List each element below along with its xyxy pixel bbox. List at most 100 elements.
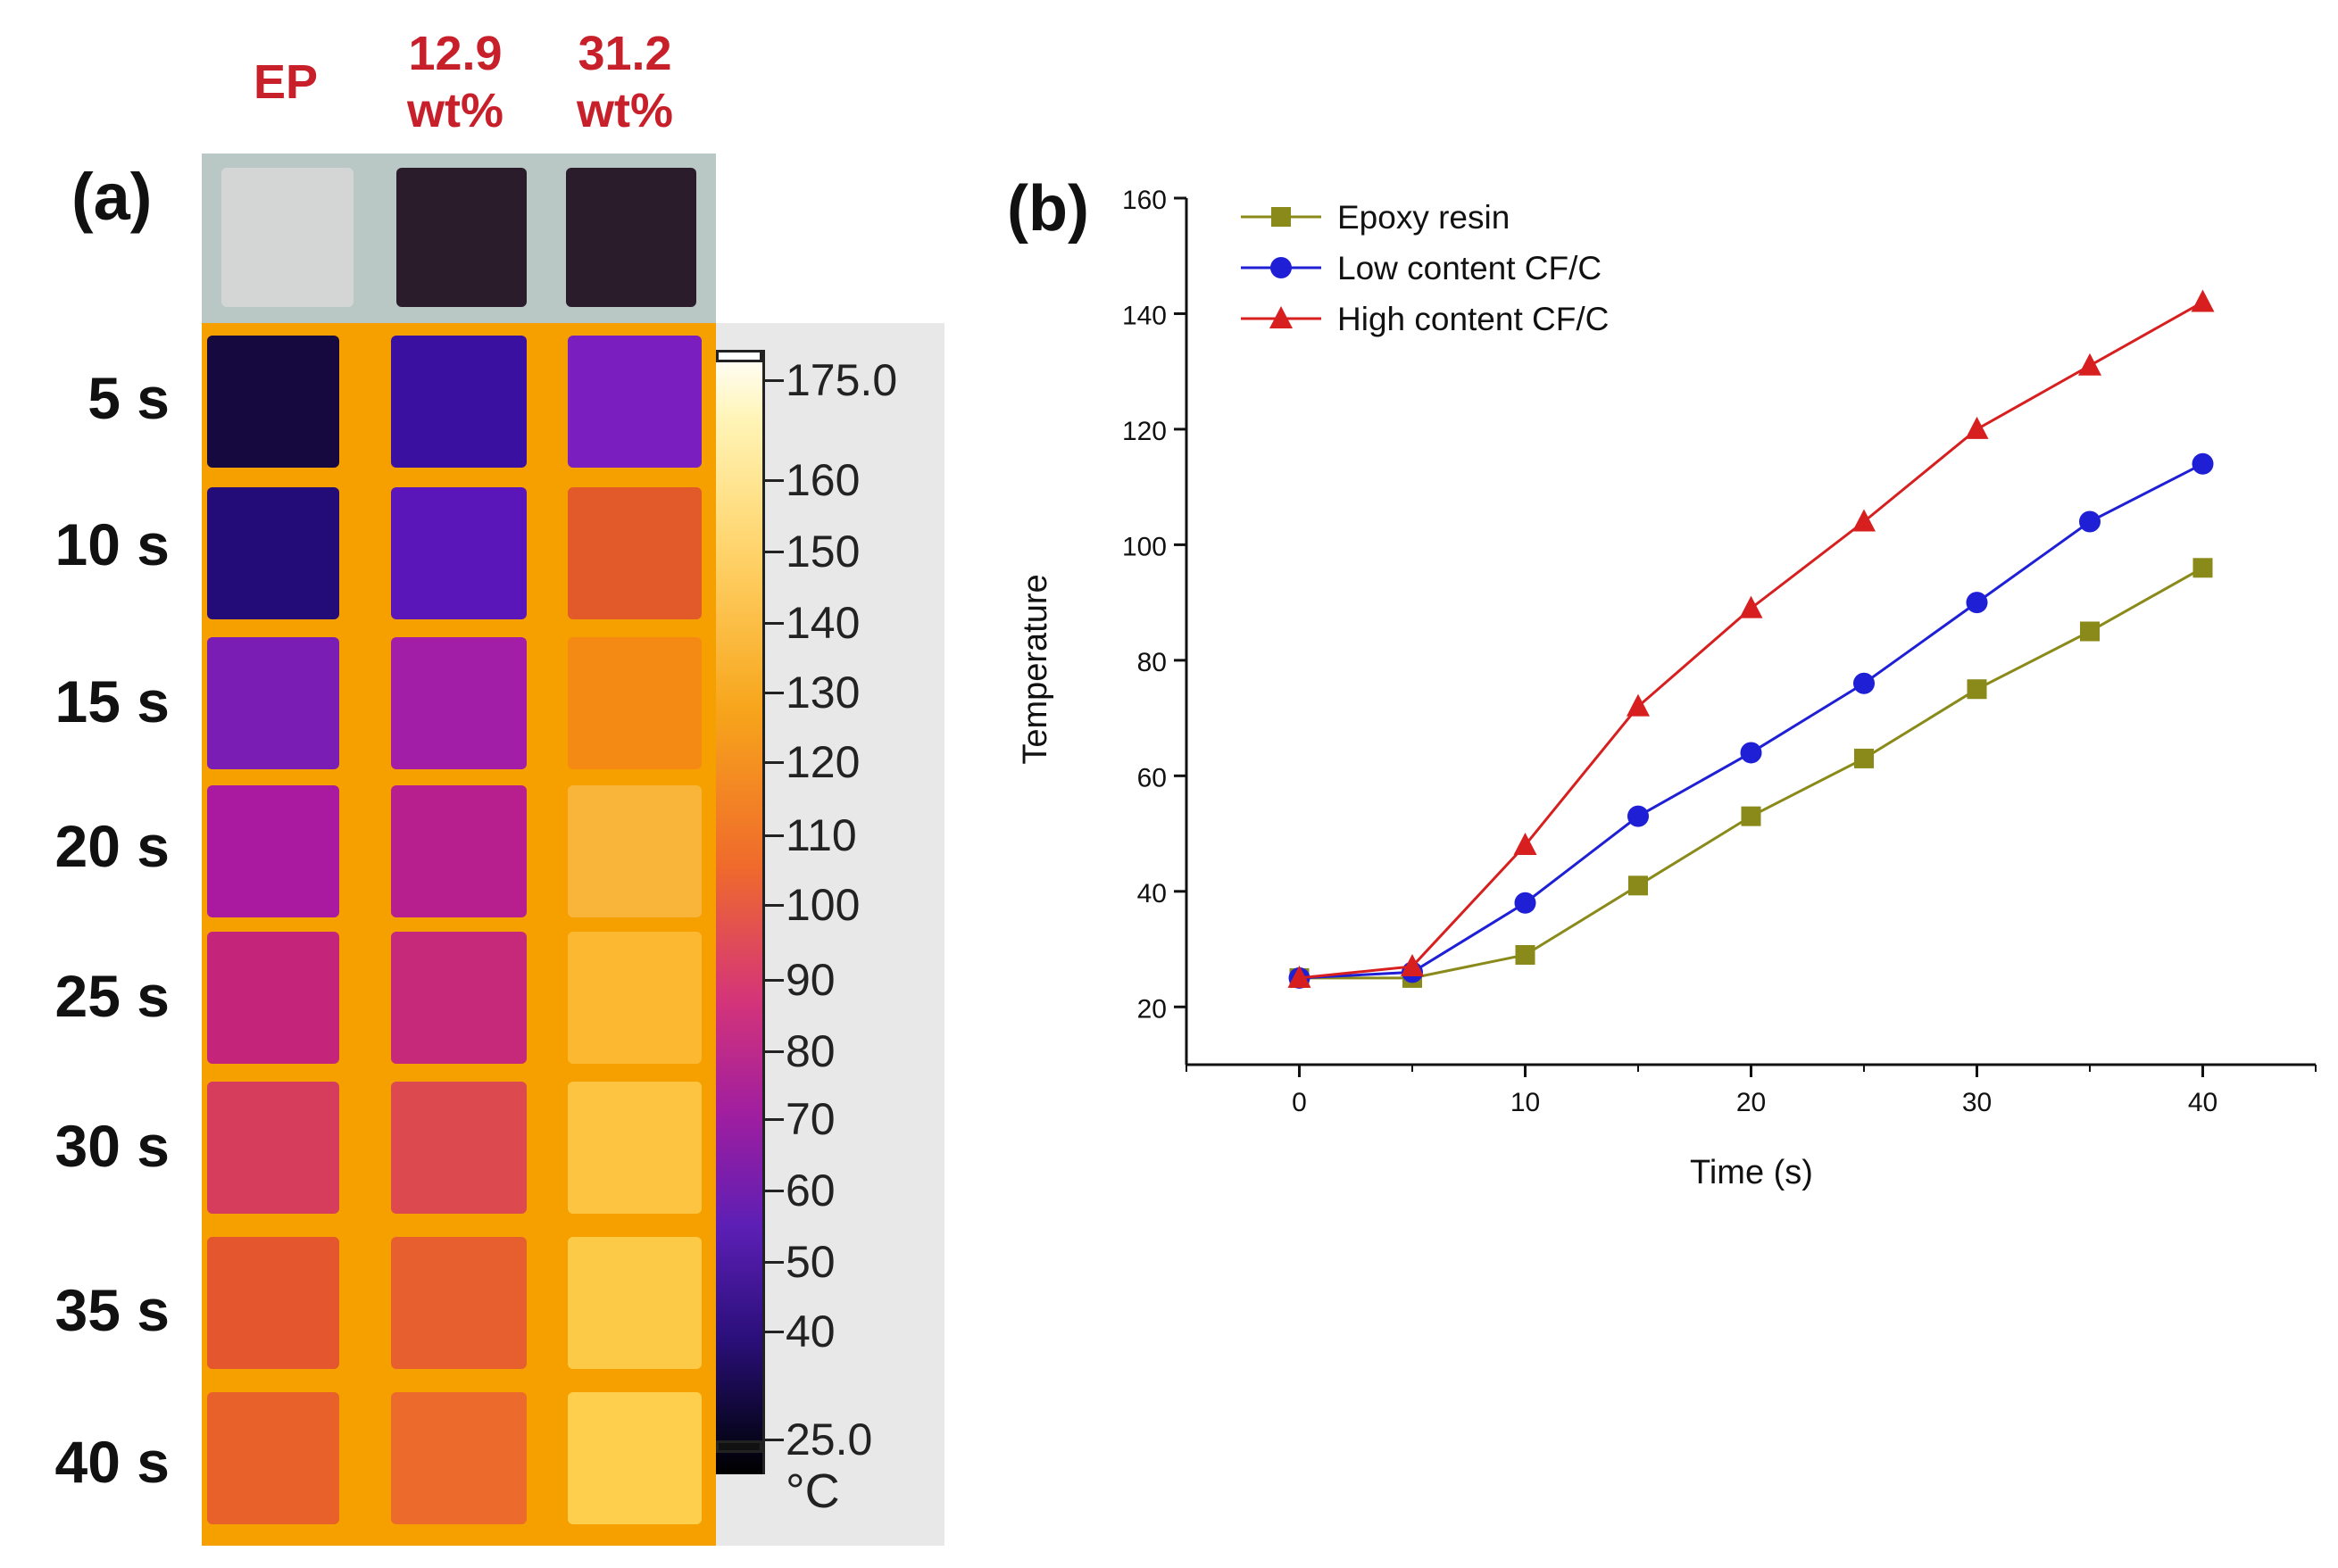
scale-tick <box>764 1190 784 1192</box>
legend-entry: Low content CF/C <box>1241 250 1602 286</box>
series-1 <box>1289 558 2213 988</box>
x-tick-label: 0 <box>1292 1088 1307 1117</box>
y-tick-label: 40 <box>1137 879 1167 908</box>
legend-label: High content CF/C <box>1337 301 1609 337</box>
panel-a-letter: (a) <box>71 160 153 234</box>
scale-label: 50 <box>786 1237 836 1287</box>
data-point <box>2192 452 2214 475</box>
data-point <box>2079 510 2101 533</box>
data-point <box>1741 806 1761 826</box>
data-point <box>1852 509 1876 532</box>
colorbar-bottom-marker <box>716 1440 762 1453</box>
scale-label: 100 <box>786 880 861 930</box>
chart-legend: Epoxy resin Low content CF/C High content … <box>1241 199 1609 337</box>
data-point <box>2080 621 2100 642</box>
thermal-cell-r1-c1 <box>207 336 339 468</box>
data-point <box>1515 945 1535 966</box>
row-label-5s: 5 s <box>87 365 170 431</box>
y-tick-label: 160 <box>1122 186 1167 215</box>
chart-series <box>1287 289 2215 989</box>
y-tick-label: 100 <box>1122 532 1167 561</box>
x-tick-label: 40 <box>2188 1088 2217 1117</box>
series-3 <box>1287 289 2215 988</box>
data-point <box>1740 742 1762 764</box>
colorbar-top-marker <box>716 350 762 362</box>
scale-tick <box>764 979 784 982</box>
colorbar-axis-line <box>762 350 765 1474</box>
data-point <box>1401 953 1424 976</box>
temperature-unit: °C <box>786 1464 840 1518</box>
thermal-cell-r2-c3 <box>568 487 702 619</box>
thermal-cell-r6-c3 <box>568 1082 702 1214</box>
scale-label: 90 <box>786 955 836 1005</box>
data-point <box>1287 965 1311 988</box>
y-tick-label: 20 <box>1137 994 1167 1024</box>
thermal-cell-r8-c2 <box>391 1392 527 1524</box>
y-axis-label: Temperature <box>1017 574 1054 764</box>
scale-tick <box>764 379 784 382</box>
temperature-colorbar <box>716 350 762 1474</box>
y-tick-label: 120 <box>1122 417 1167 446</box>
scale-tick <box>764 622 784 625</box>
legend-entry: Epoxy resin <box>1241 199 1510 236</box>
thermal-cell-r3-c3 <box>568 637 702 769</box>
column-label-ep: EP <box>253 55 319 109</box>
scale-label: 40 <box>786 1307 836 1356</box>
legend-marker <box>1271 207 1291 227</box>
scale-tick <box>764 1050 784 1053</box>
scale-label: 140 <box>786 598 861 648</box>
row-label-35s: 35 s <box>54 1277 170 1343</box>
scale-label: 110 <box>786 810 857 860</box>
data-point <box>1627 693 1650 717</box>
data-point <box>1513 833 1537 856</box>
data-point <box>1854 748 1874 768</box>
thermal-cell-r7-c3 <box>568 1237 702 1369</box>
legend-entry: High content CF/C <box>1241 301 1609 337</box>
data-point <box>1853 672 1875 694</box>
data-point <box>1739 595 1763 618</box>
photo-sample-12-9 <box>396 168 527 307</box>
thermal-cell-r3-c2 <box>391 637 527 769</box>
series-line <box>1299 301 2204 980</box>
thermal-cell-r4-c2 <box>391 785 527 917</box>
data-point <box>1967 679 1987 700</box>
thermal-cell-r4-c1 <box>207 785 339 917</box>
panel-b-letter: (b) <box>1007 173 1089 245</box>
y-tick-label: 60 <box>1137 763 1167 792</box>
chart-axes: 20 40 60 80 100 120 140 160 0 10 20 30 40 <box>1122 186 2317 1117</box>
legend-label: Epoxy resin <box>1337 199 1510 236</box>
thermal-cell-r6-c1 <box>207 1082 339 1214</box>
scale-label: 130 <box>786 668 861 718</box>
y-tick-label: 80 <box>1137 648 1167 677</box>
y-tick-label: 140 <box>1122 301 1167 330</box>
scale-tick <box>764 1261 784 1264</box>
legend-marker <box>1270 257 1292 278</box>
scale-label: 80 <box>786 1026 836 1076</box>
row-label-15s: 15 s <box>54 668 170 734</box>
row-label-10s: 10 s <box>54 511 170 577</box>
thermal-cell-r7-c1 <box>207 1237 339 1369</box>
row-label-30s: 30 s <box>54 1113 170 1179</box>
thermal-cell-r5-c2 <box>391 932 527 1064</box>
data-point <box>2078 353 2101 376</box>
thermal-cell-r6-c2 <box>391 1082 527 1214</box>
row-label-40s: 40 s <box>54 1429 170 1495</box>
photo-sample-31-2 <box>566 168 696 307</box>
scale-tick <box>764 1118 784 1121</box>
data-point <box>1966 592 1988 614</box>
series-2 <box>1288 452 2214 989</box>
scale-tick <box>764 1331 784 1333</box>
thermal-cell-r2-c1 <box>207 487 339 619</box>
thermal-cell-r1-c3 <box>568 336 702 468</box>
column-label-31-2: 31.2 wt% <box>577 27 673 137</box>
scale-tick <box>764 761 784 764</box>
x-tick-label: 30 <box>1962 1088 1992 1117</box>
x-tick-label: 10 <box>1510 1088 1540 1117</box>
scale-label: 120 <box>786 737 861 787</box>
thermal-cell-r3-c1 <box>207 637 339 769</box>
data-point <box>2192 558 2213 578</box>
thermal-cell-r8-c1 <box>207 1392 339 1524</box>
series-line <box>1299 462 2204 980</box>
data-point <box>1965 416 1989 439</box>
scale-tick <box>764 479 784 482</box>
